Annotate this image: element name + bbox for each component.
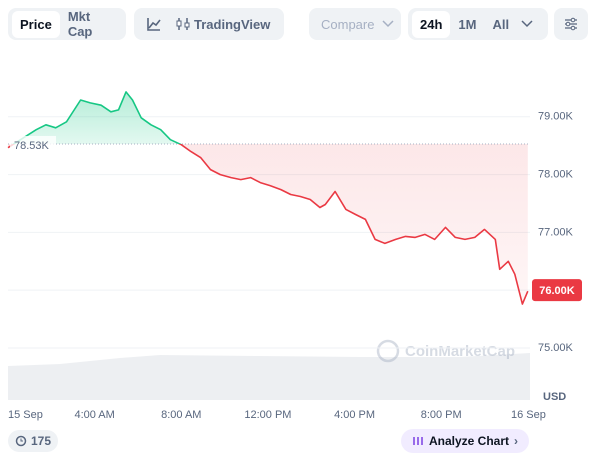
count: 175 xyxy=(30,434,52,448)
reference-label-bg xyxy=(10,135,56,152)
price-line xyxy=(7,91,529,305)
event-badge[interactable]: 175 xyxy=(8,430,58,452)
tab-group: Price Mkt Cap xyxy=(8,8,126,40)
label: Analyze Chart xyxy=(428,434,510,448)
tradingview-button[interactable]: TradingView xyxy=(168,11,278,38)
y-tick-label: 78.00K xyxy=(538,168,574,180)
range[interactable]: 24h xyxy=(412,10,451,38)
icon xyxy=(15,435,27,447)
icon xyxy=(413,437,423,445)
x-tick-label: 8:00 PM xyxy=(421,409,462,421)
chevron xyxy=(382,20,394,28)
current-price-label: 76.00K xyxy=(539,285,575,297)
x-tick-label: 15 Sep xyxy=(8,409,43,421)
watermark-text: CoinMarketCap xyxy=(405,343,515,360)
y-tick-label: 77.00K xyxy=(538,226,574,238)
tab[interactable]: Mkt Cap xyxy=(67,9,93,39)
y-tick-label: 79.00K xyxy=(538,111,574,123)
watermark: CoinMarketCap xyxy=(376,339,515,363)
settings-button[interactable] xyxy=(554,8,588,40)
analyze-button[interactable]: Analyze Chart › xyxy=(401,429,529,453)
price-area xyxy=(8,91,528,305)
y-unit: USD xyxy=(543,391,566,403)
range[interactable]: 1M xyxy=(458,16,477,32)
range-group: 24h 1M All xyxy=(408,8,548,40)
chart-tools: TradingView xyxy=(134,8,284,40)
tab[interactable]: Price xyxy=(12,10,60,38)
chevron[interactable] xyxy=(517,19,537,29)
volume-area xyxy=(8,353,530,400)
range[interactable]: All xyxy=(492,16,510,32)
reference-label: 78.53K xyxy=(14,140,50,152)
label: TradingView xyxy=(194,16,271,32)
x-tick-label: 12:00 PM xyxy=(244,409,291,421)
current-price-tag xyxy=(532,279,582,302)
icon xyxy=(565,17,577,31)
y-tick-label: 76.00K xyxy=(538,284,574,296)
y-tick-label: 75.00K xyxy=(538,342,574,354)
line-icon[interactable] xyxy=(138,14,168,34)
label: Compare xyxy=(321,16,375,32)
x-tick-label: 8:00 AM xyxy=(161,409,201,421)
x-tick-label: 16 Sep xyxy=(511,409,546,421)
compare-button[interactable]: Compare xyxy=(309,8,401,40)
x-tick-label: 4:00 AM xyxy=(74,409,114,421)
chevron: › xyxy=(514,434,519,448)
icon xyxy=(176,18,190,30)
x-tick-label: 4:00 PM xyxy=(334,409,375,421)
plot-area xyxy=(8,58,530,400)
